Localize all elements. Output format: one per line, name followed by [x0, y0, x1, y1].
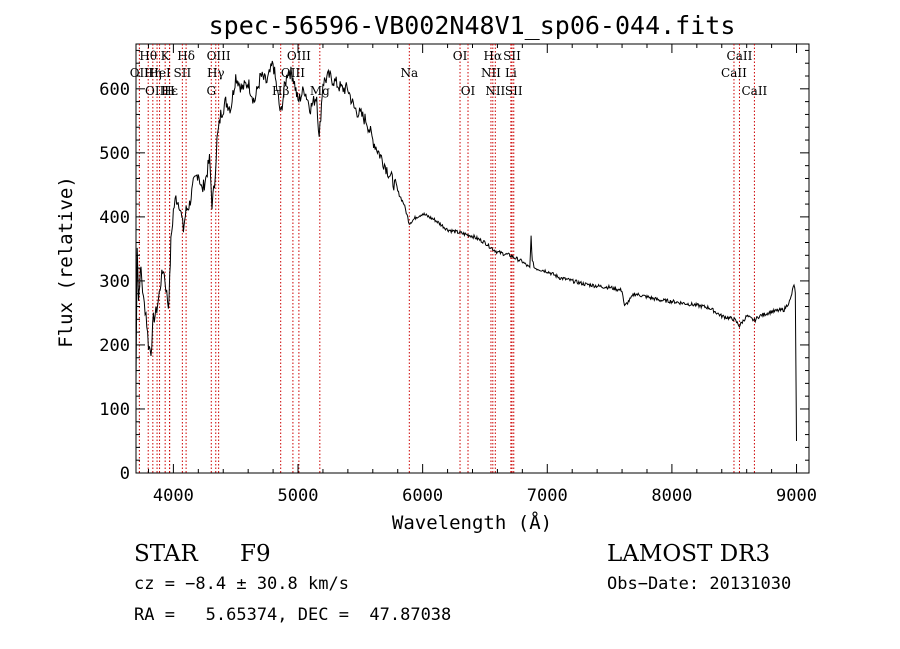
marker-label-3: OIII — [145, 84, 169, 98]
plot-frame — [135, 43, 810, 474]
line-markers — [138, 44, 755, 473]
y-tick-label-5: 500 — [99, 144, 130, 164]
marker-label-22: NII — [485, 84, 505, 98]
marker-label-20: NII — [481, 66, 501, 80]
obs-date: Obs−Date: 20131030 — [607, 574, 791, 594]
spectrum-line — [135, 60, 797, 442]
marker-label-18: OI — [453, 49, 468, 63]
survey-name: LAMOST DR3 — [607, 541, 770, 567]
marker-label-10: G — [206, 84, 216, 98]
marker-label-1: OII — [130, 66, 150, 80]
marker-label-26: CaII — [721, 66, 747, 80]
redshift-info: cz = −8.4 ± 30.8 km/s — [134, 574, 349, 594]
marker-label-9: Hδ — [177, 49, 195, 63]
marker-label-6: H — [164, 84, 174, 98]
x-tick-label-3: 7000 — [527, 486, 568, 506]
marker-label-4: HeI — [148, 66, 171, 80]
marker-label-28: CaII — [741, 84, 767, 98]
marker-label-0: Hθ — [139, 49, 157, 63]
x-tick-label-0: 4000 — [153, 486, 194, 506]
x-tick-label-2: 6000 — [402, 486, 443, 506]
subclass: F9 — [240, 541, 271, 567]
marker-label-23: Li — [505, 66, 517, 80]
line-marker-labels: HθOIIHηOIIIHeIKHHεSIIHδGHγOIIIHβOIIIOIII… — [130, 49, 768, 98]
y-ticks: 0 100 200 300 400 500 600 — [99, 49, 809, 484]
marker-label-11: Hγ — [207, 66, 225, 80]
marker-label-2: Hη — [144, 66, 162, 80]
marker-label-16: Mg — [310, 84, 330, 98]
marker-label-12: OIII — [207, 49, 231, 63]
y-tick-label-2: 200 — [99, 336, 130, 356]
y-tick-label-0: 0 — [120, 464, 130, 484]
object-type: STAR — [134, 541, 198, 567]
marker-label-13: Hβ — [272, 84, 289, 98]
y-tick-label-1: 100 — [99, 400, 130, 420]
marker-label-5: K — [161, 49, 171, 63]
y-tick-label-6: 600 — [99, 80, 130, 100]
marker-label-17: Na — [400, 66, 418, 80]
marker-label-27: CaII — [727, 49, 753, 63]
x-tick-label-5: 9000 — [776, 486, 817, 506]
marker-label-24: SII — [503, 49, 521, 63]
y-axis-label: Flux (relative) — [55, 176, 77, 348]
marker-label-7: Hε — [161, 84, 178, 98]
chart-title: spec-56596-VB002N48V1_sp06-044.fits — [209, 11, 736, 40]
x-axis-label: Wavelength (Å) — [392, 511, 552, 534]
marker-label-8: SII — [174, 66, 192, 80]
y-tick-label-3: 300 — [99, 272, 130, 292]
x-tick-label-1: 5000 — [278, 486, 319, 506]
x-ticks: 4000 5000 6000 7000 8000 9000 — [147, 44, 817, 506]
y-tick-label-4: 400 — [99, 208, 130, 228]
marker-label-25: SII — [505, 84, 523, 98]
marker-label-15: OIII — [287, 49, 311, 63]
marker-label-21: Hα — [484, 49, 503, 63]
x-tick-label-4: 8000 — [651, 486, 692, 506]
marker-label-19: OI — [461, 84, 476, 98]
coordinates: RA = 5.65374, DEC = 47.87038 — [134, 605, 451, 625]
